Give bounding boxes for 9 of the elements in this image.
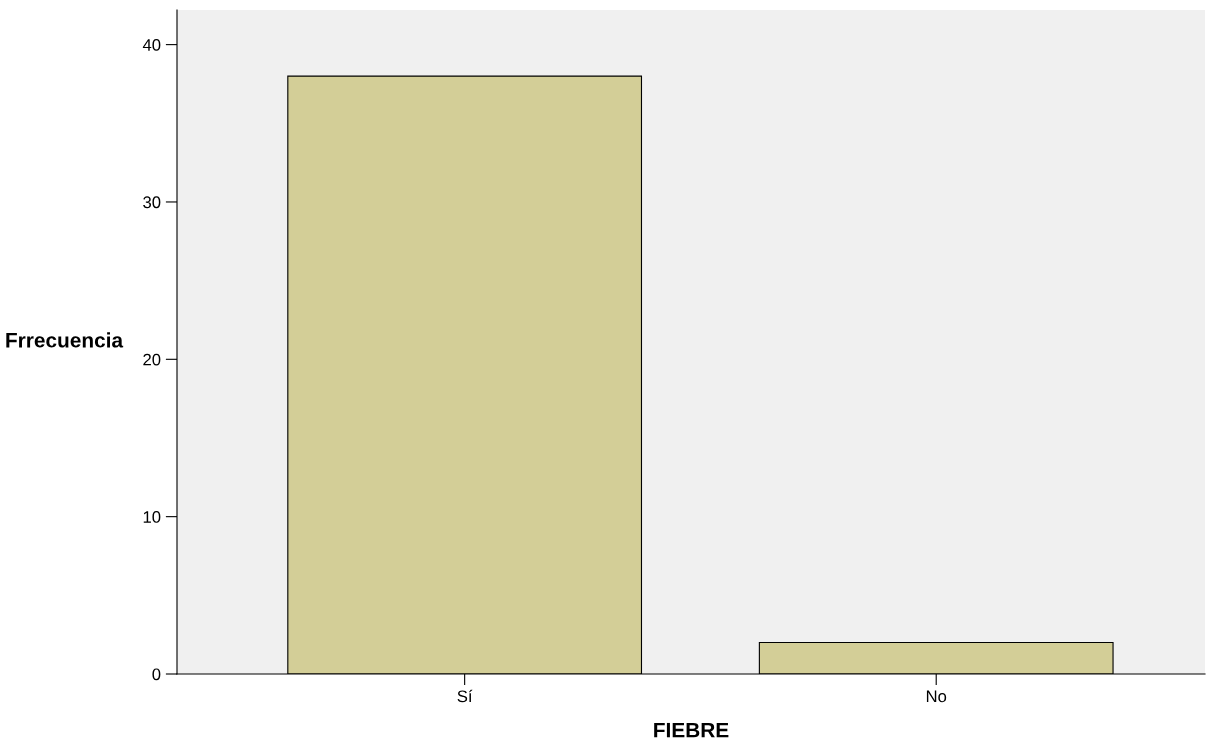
y-tick-label: 30	[143, 196, 161, 209]
x-tick-label: No	[926, 690, 947, 703]
y-tick-label: 10	[143, 511, 161, 523]
y-tick-label: 40	[142, 39, 161, 51]
y-tick-label: 0	[152, 668, 161, 681]
y-axis-title: Frrecuencia	[6, 332, 124, 348]
x-axis-title: FIEBRE	[654, 722, 729, 738]
x-tick-label: Sí	[457, 689, 473, 703]
y-tick-label: 20	[143, 353, 161, 366]
